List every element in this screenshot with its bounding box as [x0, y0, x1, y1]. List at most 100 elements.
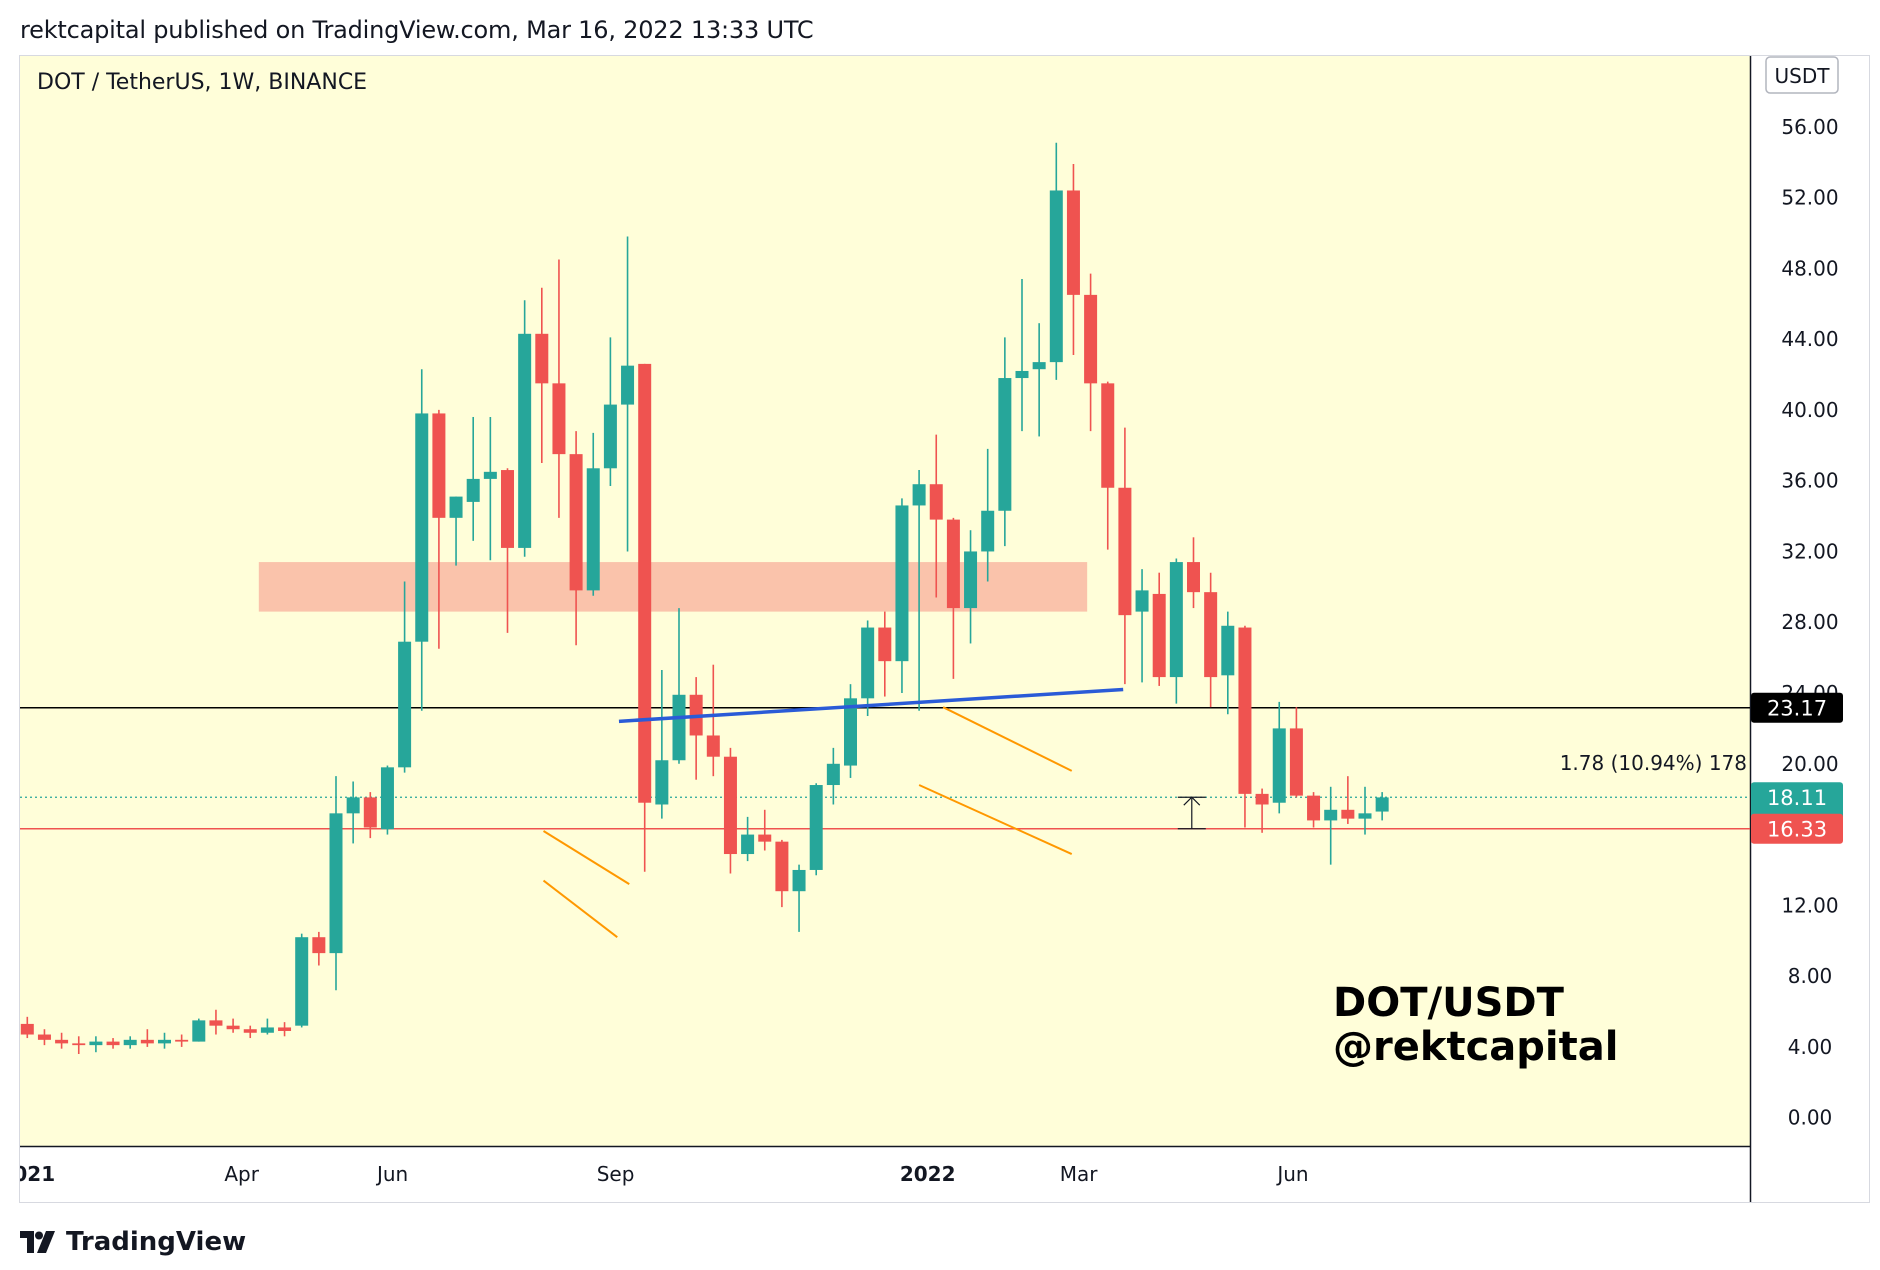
candle-body [535, 333, 549, 384]
candle [363, 792, 377, 839]
candle [912, 470, 926, 711]
price-tag-current-text: 18.11 [1767, 786, 1827, 810]
candle-body [1221, 625, 1235, 676]
candle [140, 1029, 154, 1047]
y-tick-label: 56.00 [1781, 115, 1838, 139]
x-tick-label: Sep [597, 1162, 635, 1186]
candle-body [1032, 362, 1046, 370]
y-tick-label: 12.00 [1781, 893, 1838, 917]
candle [1049, 142, 1063, 380]
candle-body [1084, 294, 1098, 384]
candle-body [998, 378, 1012, 511]
candle-body [192, 1020, 206, 1042]
tradingview-logo-icon [20, 1231, 55, 1253]
candle-body [569, 454, 583, 591]
candle [466, 416, 480, 541]
candle-body [895, 505, 909, 662]
candle [175, 1034, 189, 1047]
candle-body [140, 1039, 154, 1044]
currency-badge[interactable]: USDT [1765, 56, 1839, 94]
candle [501, 468, 514, 633]
candle [483, 416, 497, 561]
candle-body [1255, 793, 1269, 805]
candle [1289, 707, 1303, 798]
candle-body [380, 767, 394, 830]
candle-body [260, 1027, 274, 1033]
candlestick-chart[interactable]: 1.78 (10.94%) 178 0.004.008.0012.0016.00… [0, 56, 1869, 1202]
candle-body [55, 1039, 69, 1044]
candle-body [329, 813, 343, 954]
candle [1255, 788, 1269, 833]
candle [295, 933, 309, 1028]
candle-body [1204, 592, 1218, 678]
candle-body [603, 404, 617, 469]
candle [861, 620, 875, 717]
chart-frame: 1.78 (10.94%) 178 0.004.008.0012.0016.00… [0, 55, 1870, 1203]
x-tick-label: Jun [1275, 1162, 1308, 1186]
candle-body [1015, 370, 1029, 379]
candle-body [1238, 627, 1252, 794]
candle-body [638, 363, 652, 803]
candle [278, 1022, 292, 1037]
candle-body [621, 365, 635, 405]
price-tag-16-33-text: 16.33 [1767, 818, 1827, 842]
y-tick-label: 28.00 [1781, 610, 1838, 634]
candle [1221, 611, 1235, 715]
publish-info: rektcapital published on TradingView.com… [20, 16, 814, 44]
y-tick-label: 0.00 [1788, 1106, 1833, 1130]
watermark-line-2: @rektcapital [1333, 1024, 1618, 1070]
candle [1358, 786, 1372, 835]
candle-body [1358, 813, 1372, 819]
y-tick-label: 20.00 [1781, 752, 1838, 776]
candle-body [1152, 593, 1166, 678]
candle-body [672, 694, 686, 761]
candle-body [586, 468, 600, 591]
candle-body [792, 869, 806, 892]
candle-body [1169, 562, 1183, 678]
candle [638, 363, 652, 872]
y-tick-label: 4.00 [1788, 1035, 1833, 1059]
y-tick-label: 52.00 [1781, 186, 1838, 210]
candle-body [89, 1041, 103, 1046]
candle [1066, 163, 1080, 356]
candle-body [398, 641, 412, 768]
x-tick-label: 2022 [900, 1162, 956, 1186]
price-axis-background [1751, 56, 1869, 1146]
footer-brand-name: TradingView [66, 1227, 247, 1257]
candle [895, 498, 909, 694]
channel-line [542, 879, 618, 938]
candle-body [37, 1034, 51, 1040]
measure-arrow-icon [1183, 796, 1201, 806]
candle [329, 776, 343, 991]
candle [535, 287, 549, 463]
candle-body [158, 1039, 171, 1044]
candle [243, 1025, 257, 1039]
candle [89, 1036, 103, 1053]
channel-line [918, 784, 1073, 855]
candle-body [981, 510, 995, 552]
candle [586, 432, 600, 596]
candle-body [295, 937, 309, 1026]
candle [123, 1036, 137, 1049]
candle-body [466, 478, 480, 502]
price-tag-16-33-bg [1751, 813, 1843, 844]
candle [1032, 323, 1046, 437]
blue-trendline [618, 687, 1124, 724]
y-tick-label: 36.00 [1781, 469, 1838, 493]
chart-title: DOT / TetherUS, 1W, BINANCE [37, 70, 367, 95]
candle-body [346, 797, 360, 814]
price-tag-16-33: 16.33 [1751, 813, 1843, 844]
candle [192, 1018, 206, 1042]
candle [1324, 786, 1338, 865]
candle-body [243, 1029, 257, 1033]
candle [929, 434, 943, 598]
candle-body [1324, 809, 1338, 821]
candle-body [1066, 190, 1080, 295]
candle [792, 864, 806, 932]
candle [380, 765, 394, 835]
candle-body [809, 785, 823, 870]
candle [946, 517, 960, 679]
time-axis-background [20, 1147, 1869, 1202]
candle [449, 496, 463, 566]
candle-body [741, 834, 755, 855]
